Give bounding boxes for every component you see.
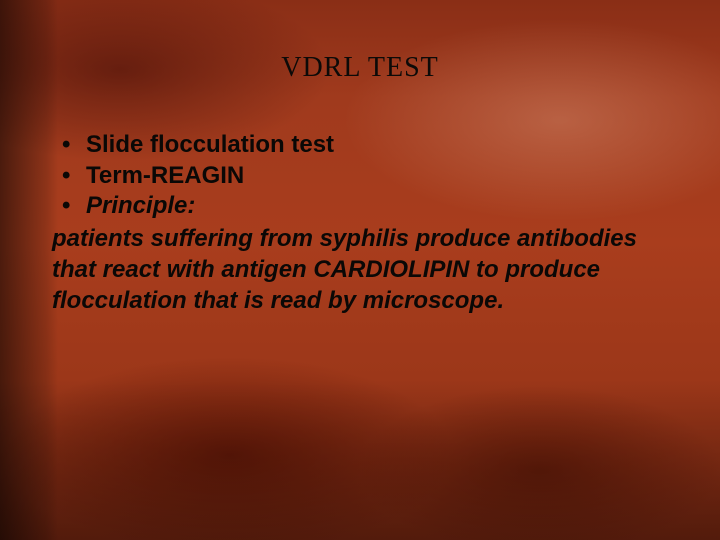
- paragraph: patients suffering from syphilis produce…: [52, 224, 680, 316]
- bullet-item: Slide flocculation test: [52, 130, 680, 161]
- bullet-item: Principle:: [52, 191, 680, 222]
- bullet-text: Principle:: [86, 192, 195, 219]
- bullet-item: Term-REAGIN: [52, 161, 680, 192]
- bullet-list: Slide flocculation test Term-REAGIN Prin…: [52, 130, 680, 222]
- slide: VDRL TEST Slide flocculation test Term-R…: [0, 0, 720, 540]
- slide-body: Slide flocculation test Term-REAGIN Prin…: [52, 130, 680, 316]
- slide-title: VDRL TEST: [0, 52, 720, 84]
- bullet-text: Slide flocculation test: [86, 131, 334, 158]
- bullet-text: Term-REAGIN: [86, 162, 244, 189]
